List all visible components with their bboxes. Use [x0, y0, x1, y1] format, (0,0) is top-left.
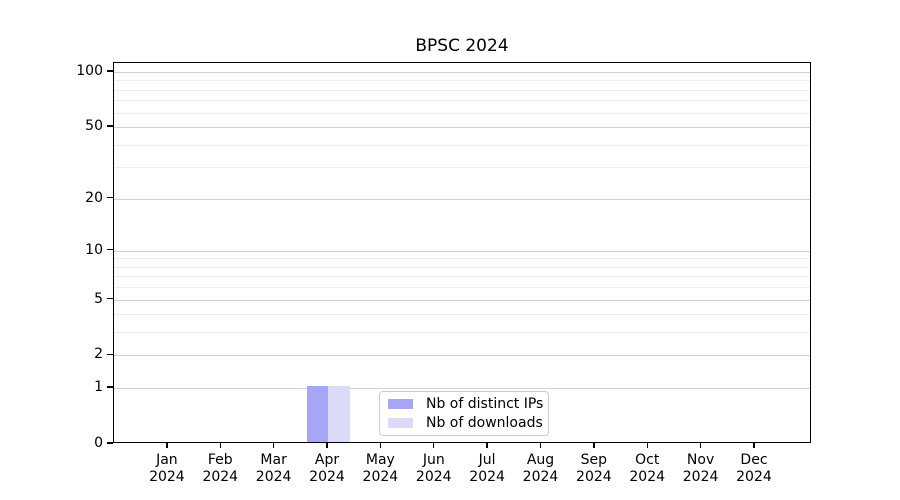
legend-label: Nb of distinct IPs — [426, 396, 544, 413]
major-gridline — [114, 198, 810, 200]
y-tick-label: 1 — [94, 379, 103, 396]
y-tick-mark — [107, 249, 113, 251]
x-tick-label: Aug 2024 — [508, 452, 572, 485]
x-tick-label-month: May — [365, 452, 395, 468]
x-tick-label-year: 2024 — [309, 468, 345, 485]
x-tick-label-year: 2024 — [149, 468, 185, 485]
legend-entry: Nb of downloads — [388, 414, 543, 431]
x-tick-mark — [433, 443, 435, 448]
x-tick-label-year: 2024 — [202, 468, 239, 485]
minor-gridline — [114, 332, 810, 334]
x-tick-mark — [699, 443, 702, 448]
x-tick-label-year: 2024 — [522, 468, 559, 485]
y-tick-mark — [107, 125, 113, 127]
major-gridline — [114, 127, 810, 129]
x-tick-label-month: Jan — [156, 452, 178, 468]
x-tick-label-year: 2024 — [469, 468, 505, 485]
minor-gridline — [114, 276, 810, 278]
x-tick-label: Dec 2024 — [722, 452, 786, 485]
legend-label: Nb of downloads — [426, 414, 543, 431]
minor-gridline — [114, 112, 810, 114]
minor-gridline — [114, 266, 810, 268]
legend-swatch — [388, 417, 413, 428]
bar-nb-of-downloads — [328, 386, 350, 442]
x-tick-label: Apr 2024 — [295, 452, 359, 485]
x-tick-label: Jan 2024 — [135, 452, 199, 485]
y-tick-label: 5 — [94, 290, 103, 307]
y-tick-label: 50 — [85, 118, 103, 135]
y-tick-label: 0 — [94, 435, 103, 451]
x-tick-label: Jul 2024 — [455, 452, 519, 485]
y-tick-label: 100 — [76, 63, 103, 80]
minor-gridline — [114, 287, 810, 289]
x-tick-label-month: Apr — [314, 452, 340, 468]
x-tick-mark — [326, 443, 328, 448]
x-tick-label-year: 2024 — [736, 468, 772, 485]
x-tick-label: Oct 2024 — [615, 452, 679, 485]
x-tick-label-month: Feb — [207, 452, 233, 468]
x-tick-label-year: 2024 — [576, 468, 612, 485]
x-tick-label-year: 2024 — [629, 468, 666, 485]
x-tick-label-year: 2024 — [682, 468, 719, 485]
minor-gridline — [114, 167, 810, 169]
bar-nb-of-distinct-ips — [306, 386, 328, 442]
x-tick-label-year: 2024 — [255, 468, 292, 485]
x-tick-mark — [272, 443, 275, 448]
x-tick-mark — [753, 443, 755, 448]
y-tick-mark — [107, 353, 113, 356]
minor-gridline — [114, 80, 810, 82]
gridlines-layer — [114, 63, 810, 442]
major-gridline — [114, 299, 810, 301]
x-tick-label-month: Oct — [635, 452, 660, 468]
x-tick-label-month: Sep — [580, 452, 608, 468]
major-gridline — [114, 250, 810, 252]
minor-gridline — [114, 144, 810, 146]
y-tick-label: 2 — [94, 346, 103, 363]
legend: Nb of distinct IPs Nb of downloads — [379, 391, 549, 436]
legend-entry: Nb of distinct IPs — [388, 396, 544, 413]
x-tick-label-month: Aug — [526, 452, 555, 468]
y-tick-label: 10 — [85, 241, 103, 258]
x-tick-label-month: Jul — [478, 452, 496, 468]
x-tick-label-year: 2024 — [415, 468, 452, 485]
x-tick-mark — [379, 443, 382, 448]
minor-gridline — [114, 258, 810, 260]
y-tick-mark — [107, 442, 113, 444]
x-tick-mark — [166, 443, 168, 448]
minor-gridline — [114, 100, 810, 102]
y-tick-mark — [107, 196, 113, 199]
x-tick-label: Jun 2024 — [402, 452, 466, 485]
major-gridline — [114, 355, 810, 357]
x-tick-label: Mar 2024 — [242, 452, 306, 485]
y-tick-label: 20 — [85, 189, 103, 206]
major-gridline — [114, 72, 810, 74]
legend-swatch — [388, 399, 413, 410]
x-tick-label-year: 2024 — [362, 468, 399, 485]
major-gridline — [114, 388, 810, 390]
x-tick-mark — [646, 443, 648, 448]
x-tick-mark — [219, 443, 221, 448]
x-tick-label-month: Nov — [686, 452, 715, 468]
y-tick-mark — [107, 297, 113, 300]
x-tick-label-month: Jun — [422, 452, 445, 468]
x-tick-label: Nov 2024 — [669, 452, 733, 485]
bars-layer — [114, 63, 810, 442]
minor-gridline — [114, 314, 810, 316]
x-tick-mark — [486, 443, 488, 448]
x-tick-mark — [593, 443, 595, 448]
x-tick-label: Sep 2024 — [562, 452, 626, 485]
minor-gridline — [114, 89, 810, 91]
plot-area: Nb of distinct IPs Nb of downloads — [113, 62, 811, 443]
chart-title: BPSC 2024 — [415, 36, 509, 56]
y-tick-mark — [107, 386, 113, 388]
x-tick-mark — [539, 443, 542, 448]
x-tick-label-month: Mar — [260, 452, 287, 468]
x-tick-label: Feb 2024 — [188, 452, 252, 485]
x-tick-label-month: Dec — [740, 452, 768, 468]
y-tick-mark — [107, 70, 113, 72]
x-tick-label: May 2024 — [348, 452, 412, 485]
